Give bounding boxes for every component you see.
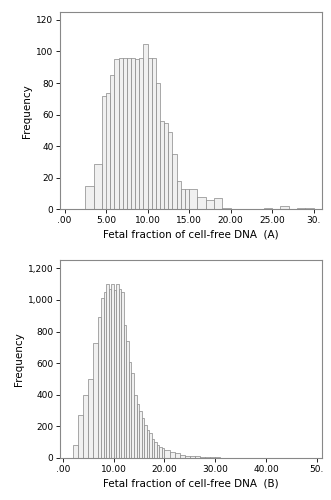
Bar: [114, 290, 116, 458]
Bar: [137, 404, 139, 458]
Bar: [85, 186, 94, 210]
Bar: [144, 425, 147, 458]
Bar: [143, 44, 148, 209]
Bar: [94, 164, 102, 210]
Bar: [185, 189, 189, 210]
Bar: [124, 325, 126, 458]
Bar: [116, 284, 119, 458]
Bar: [195, 456, 200, 458]
Bar: [152, 439, 154, 458]
Bar: [148, 58, 152, 210]
Bar: [297, 208, 305, 210]
Bar: [157, 446, 160, 458]
Bar: [102, 96, 110, 210]
Bar: [189, 189, 197, 210]
Bar: [152, 58, 156, 210]
Bar: [154, 442, 157, 458]
Bar: [131, 58, 135, 210]
Bar: [222, 208, 231, 210]
Bar: [197, 197, 206, 209]
Bar: [156, 83, 160, 210]
X-axis label: Fetal fraction of cell-free DNA  (B): Fetal fraction of cell-free DNA (B): [103, 478, 279, 488]
Bar: [101, 298, 104, 458]
Y-axis label: Frequency: Frequency: [14, 332, 24, 386]
Bar: [123, 58, 127, 210]
Bar: [168, 132, 172, 210]
Bar: [142, 418, 144, 458]
Bar: [165, 450, 169, 458]
X-axis label: Fetal fraction of cell-free DNA  (A): Fetal fraction of cell-free DNA (A): [103, 230, 279, 239]
Bar: [118, 58, 123, 210]
Bar: [121, 292, 124, 458]
Bar: [177, 181, 181, 210]
Bar: [185, 456, 190, 458]
Bar: [172, 154, 177, 210]
Bar: [88, 379, 93, 458]
Bar: [106, 92, 110, 210]
Bar: [160, 121, 164, 210]
Bar: [110, 75, 115, 210]
Bar: [115, 60, 118, 210]
Bar: [181, 189, 185, 210]
Bar: [131, 372, 134, 458]
Bar: [175, 453, 180, 458]
Bar: [127, 58, 131, 210]
Bar: [83, 394, 88, 458]
Bar: [149, 432, 152, 458]
Y-axis label: Frequency: Frequency: [22, 84, 32, 138]
Bar: [119, 289, 121, 458]
Bar: [139, 58, 143, 210]
Bar: [200, 456, 205, 458]
Bar: [99, 318, 101, 458]
Bar: [264, 208, 272, 210]
Bar: [160, 447, 162, 458]
Bar: [111, 284, 114, 458]
Bar: [162, 448, 165, 458]
Bar: [134, 394, 137, 458]
Bar: [280, 206, 289, 210]
Bar: [190, 456, 195, 458]
Bar: [73, 446, 78, 458]
Bar: [109, 289, 111, 458]
Bar: [214, 198, 222, 209]
Bar: [135, 60, 139, 210]
Bar: [139, 410, 142, 458]
Bar: [129, 362, 131, 458]
Bar: [147, 430, 149, 458]
Bar: [106, 284, 109, 458]
Bar: [104, 292, 106, 458]
Bar: [169, 452, 175, 458]
Bar: [180, 455, 185, 458]
Bar: [93, 342, 99, 458]
Bar: [126, 341, 129, 458]
Bar: [164, 122, 168, 210]
Bar: [205, 457, 210, 458]
Bar: [206, 200, 214, 209]
Bar: [305, 208, 313, 210]
Bar: [78, 416, 83, 458]
